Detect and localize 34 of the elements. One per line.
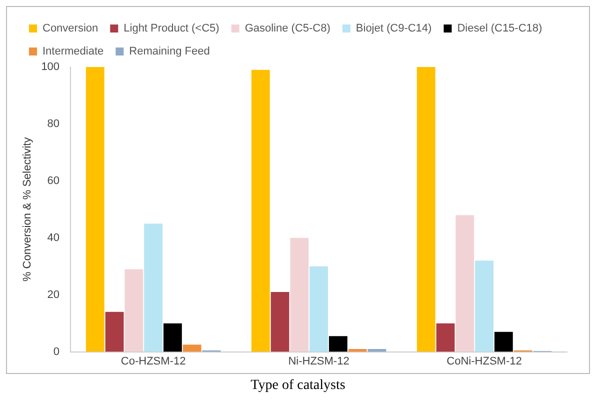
y-tick-label: 60 — [47, 174, 60, 187]
bar — [182, 344, 202, 352]
x-tick-label: CoNi-HZSM-12 — [446, 355, 522, 368]
legend-label: Diesel (C15-C18) — [457, 22, 542, 35]
bar — [456, 215, 474, 352]
x-tick-label: Co-HZSM-12 — [120, 355, 186, 368]
bar — [144, 224, 162, 352]
bar — [475, 260, 494, 352]
y-tick-label: 0 — [53, 346, 60, 358]
bar — [416, 67, 436, 352]
y-tick-label: 40 — [47, 232, 60, 244]
bar — [494, 332, 513, 352]
bar — [163, 323, 182, 352]
y-tick-label: 80 — [47, 118, 60, 130]
legend-label: Intermediate — [42, 46, 104, 58]
x-tick-label: Ni-HZSM-12 — [288, 355, 350, 368]
bar — [436, 323, 455, 352]
bar — [290, 238, 309, 352]
bar — [251, 70, 270, 352]
y-tick-label: 100 — [41, 61, 60, 74]
legend-label: Gasoline (C5-C8) — [244, 22, 330, 35]
y-tick-label: 20 — [47, 288, 60, 301]
bar — [124, 269, 144, 352]
bar — [310, 266, 328, 352]
x-axis-title: Type of catalysts — [250, 378, 346, 394]
bar — [86, 67, 104, 352]
legend-label: Conversion — [42, 22, 98, 35]
legend-label: Remaining Feed — [129, 46, 210, 58]
bar — [328, 336, 348, 352]
y-axis-title: % Conversion & % Selectivity — [22, 136, 34, 282]
bar — [270, 292, 290, 352]
bar — [105, 312, 124, 352]
legend-label: Light Product (<C5) — [124, 22, 220, 35]
legend-label: Biojet (C9-C14) — [356, 22, 432, 35]
